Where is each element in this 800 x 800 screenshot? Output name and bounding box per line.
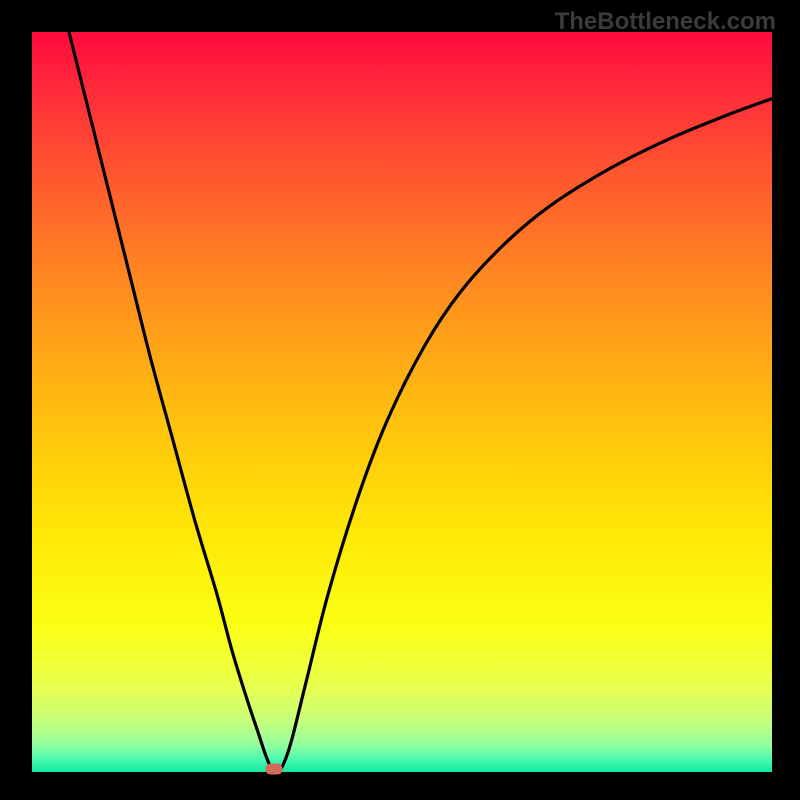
curve-path [69,32,772,772]
watermark-text: TheBottleneck.com [555,8,776,36]
minimum-marker [265,764,282,775]
chart-frame: TheBottleneck.com [0,0,800,800]
plot-area [32,32,772,772]
bottleneck-curve [32,32,772,772]
